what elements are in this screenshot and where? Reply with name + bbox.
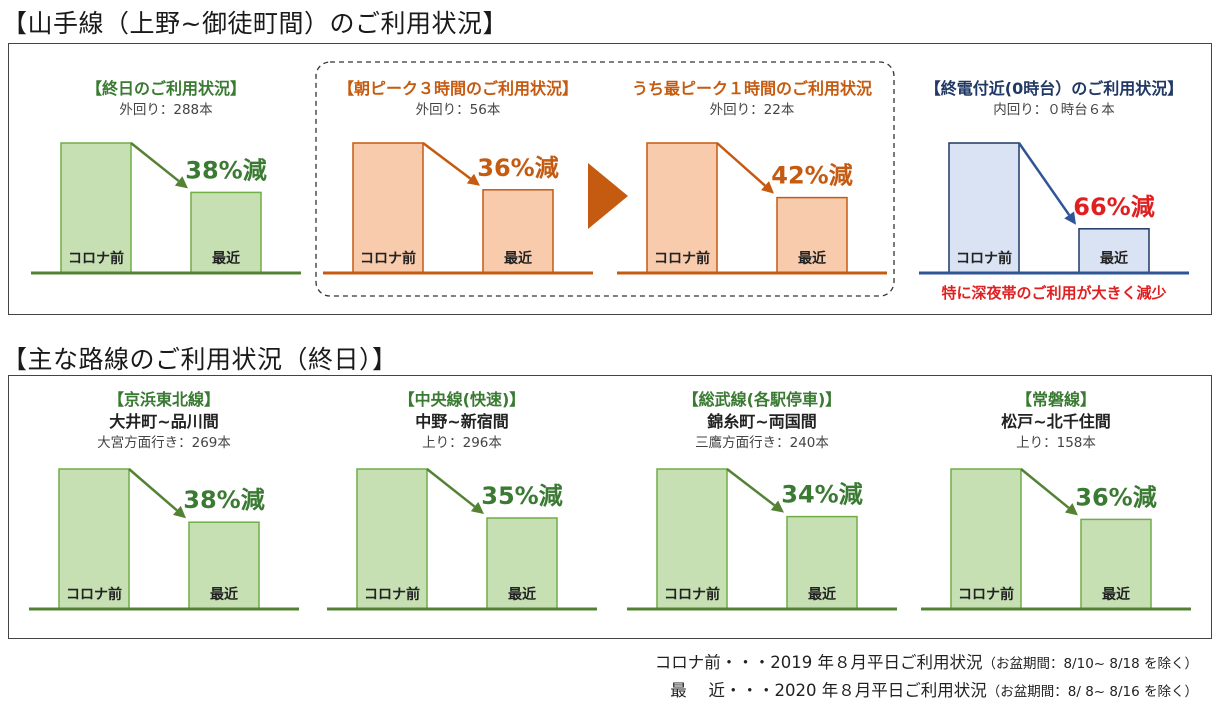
- bar-label: コロナ前: [360, 250, 416, 267]
- bar-label: 最近: [508, 586, 536, 603]
- decrease-arrow-icon: [716, 142, 766, 187]
- chart-section-label: 中野~新宿間: [415, 412, 508, 431]
- chart-section-label: 松戸~北千住間: [1001, 412, 1110, 431]
- change-label: 36%減: [477, 154, 558, 182]
- bar-label: 最近: [1102, 586, 1130, 603]
- bar-before-covid: [60, 142, 132, 274]
- bar-recent: [188, 521, 260, 610]
- bar-label: コロナ前: [664, 586, 720, 603]
- footnote-before-covid: コロナ前・・・2019 年８月平日ご利用状況（お盆期間：8/10~ 8/18 を…: [655, 649, 1198, 673]
- chart-title: 【終電付近(0時台）のご利用状況】: [925, 79, 1183, 98]
- bar-label: コロナ前: [958, 586, 1014, 603]
- footnote-recent-detail: （お盆期間：8/ 8~ 8/16 を除く）: [986, 684, 1198, 700]
- change-label: 36%減: [1075, 483, 1156, 511]
- decrease-arrow-icon: [128, 468, 178, 512]
- chart-title: 【朝ピーク３時間のご利用状況】: [338, 79, 578, 98]
- bar-label: コロナ前: [68, 250, 124, 267]
- bar-label: コロナ前: [956, 250, 1012, 267]
- bar-label: コロナ前: [364, 586, 420, 603]
- bar-recent: [1080, 518, 1152, 610]
- chart-subtitle: 三鷹方面行き：240本: [695, 435, 829, 451]
- section-title-main-lines: 【主な路線のご利用状況（終日）】: [2, 345, 398, 374]
- bar-recent: [786, 515, 858, 610]
- decrease-arrow-icon: [1017, 142, 1071, 216]
- change-label: 38%減: [185, 156, 266, 184]
- decrease-arrow-head-icon: [470, 501, 484, 514]
- chart-subtitle: 外回り：22本: [710, 102, 795, 118]
- chart-section-label: 錦糸町~両国間: [707, 412, 816, 431]
- change-label: 35%減: [481, 482, 562, 510]
- peak-group-dashed-box: [315, 61, 895, 297]
- bar-recent: [482, 189, 554, 274]
- change-label: 38%減: [183, 486, 264, 514]
- bar-recent: [776, 196, 848, 274]
- chart-title: 【中央線(快速)】: [399, 390, 526, 409]
- bar-before-covid: [352, 142, 424, 274]
- chart-subtitle: 外回り：288本: [119, 102, 213, 118]
- bar-before-covid: [950, 468, 1022, 610]
- section-title-yamanote: 【山手線（上野~御徒町間）のご利用状況】: [2, 9, 508, 38]
- bar-before-covid: [656, 468, 728, 610]
- chart-title: 【京浜東北線】: [108, 390, 220, 409]
- footnote-before-covid-detail: （お盆期間：8/10~ 8/18 を除く）: [982, 656, 1198, 672]
- decrease-arrow-head-icon: [770, 500, 784, 513]
- bar-before-covid: [948, 142, 1020, 274]
- bar-label: 最近: [210, 586, 238, 603]
- chart-title: 【常磐線】: [1016, 390, 1096, 409]
- bar-before-covid: [646, 142, 718, 274]
- chart-subtitle: 上り：158本: [1016, 435, 1096, 451]
- decrease-arrow-icon: [130, 142, 180, 182]
- bar-label: 最近: [212, 250, 240, 267]
- bar-before-covid: [58, 468, 130, 610]
- chart-subtitle: 外回り：56本: [416, 102, 501, 118]
- chart-section-label: 大井町~品川間: [109, 412, 218, 431]
- bar-before-covid: [356, 468, 428, 610]
- peak-transition-arrow-icon: [588, 163, 628, 229]
- decrease-arrow-head-icon: [1064, 503, 1078, 516]
- decrease-arrow-icon: [1020, 468, 1070, 509]
- bar-label: コロナ前: [66, 586, 122, 603]
- decrease-arrow-head-icon: [1064, 211, 1076, 225]
- decrease-arrow-head-icon: [174, 176, 188, 189]
- decrease-arrow-head-icon: [172, 505, 186, 519]
- bar-label: 最近: [808, 586, 836, 603]
- chart-subtitle: 大宮方面行き：269本: [97, 435, 231, 451]
- footnote-before-covid-label: コロナ前・・・2019 年８月平日ご利用状況: [654, 653, 983, 672]
- decrease-arrow-icon: [422, 142, 472, 180]
- bar-label: 最近: [798, 250, 826, 267]
- decrease-arrow-head-icon: [466, 173, 480, 186]
- decrease-arrow-head-icon: [761, 181, 774, 194]
- bar-label: 最近: [504, 250, 532, 267]
- change-label: 66%減: [1073, 193, 1154, 221]
- chart-title: 【総武線(各駅停車)】: [683, 390, 842, 409]
- chart-title: 【終日のご利用状況】: [86, 79, 246, 98]
- decrease-arrow-icon: [726, 468, 776, 507]
- footnote-recent-label: 最 近・・・2020 年８月平日ご利用状況: [670, 681, 987, 700]
- footnote-recent: 最 近・・・2020 年８月平日ご利用状況（お盆期間：8/ 8~ 8/16 を除…: [670, 677, 1198, 701]
- bar-label: コロナ前: [654, 250, 710, 267]
- change-label: 34%減: [781, 481, 862, 509]
- decrease-arrow-icon: [426, 468, 476, 508]
- chart-subtitle: 上り：296本: [422, 435, 502, 451]
- bar-recent: [1078, 228, 1150, 274]
- chart-title: うち最ピーク１時間のご利用状況: [632, 79, 872, 98]
- bar-label: 最近: [1100, 250, 1128, 267]
- chart-note: 特に深夜帯のご利用が大きく減少: [941, 284, 1166, 302]
- bar-recent: [486, 517, 558, 610]
- chart-subtitle: 内回り：０時台６本: [993, 102, 1115, 118]
- change-label: 42%減: [771, 162, 852, 190]
